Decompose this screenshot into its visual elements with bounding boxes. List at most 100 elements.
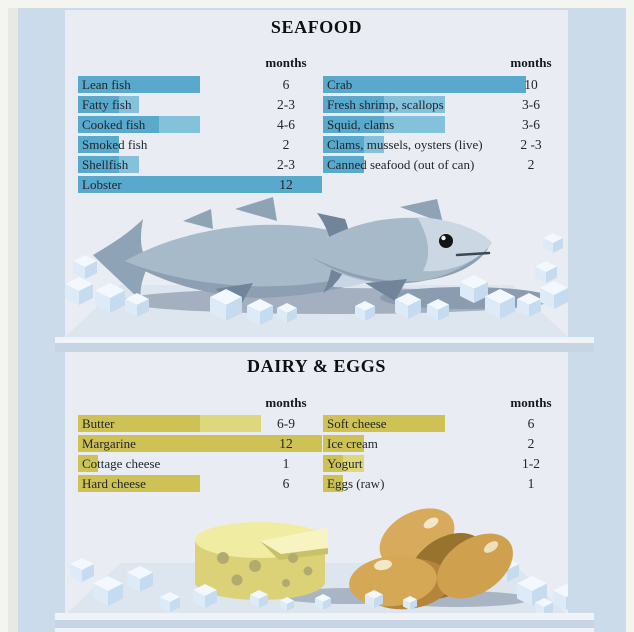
item-label: Squid, clams bbox=[327, 117, 395, 132]
duration-bar bbox=[78, 76, 200, 93]
item-label: Lobster bbox=[82, 177, 122, 192]
frozen-fish-illustration bbox=[65, 197, 568, 325]
ice-cube-icon bbox=[517, 293, 541, 317]
ice-cube-icon bbox=[427, 299, 449, 321]
ice-cube-icon bbox=[95, 283, 125, 313]
table-row: Clams, mussels, oysters (live) 2 -3 bbox=[323, 136, 573, 154]
table-row: Lobster 12 bbox=[78, 176, 328, 194]
ice-cube-icon bbox=[395, 293, 421, 319]
duration-bar bbox=[323, 455, 343, 472]
item-months-value: 2 -3 bbox=[520, 137, 542, 152]
item-months-value: 2 bbox=[527, 436, 535, 451]
ice-cubes-back bbox=[65, 233, 563, 305]
item-months-value: 6 bbox=[527, 416, 535, 431]
ice-cube-icon bbox=[485, 289, 515, 319]
duration-bar bbox=[78, 475, 200, 492]
months-header-seafood-right: months bbox=[510, 55, 552, 70]
ice-cube-icon bbox=[247, 299, 273, 325]
duration-bar bbox=[78, 96, 119, 113]
ice-cube-icon bbox=[543, 233, 563, 253]
item-months-value: 1 bbox=[527, 476, 535, 491]
duration-bar bbox=[323, 76, 526, 93]
table-row: Eggs (raw) 1 bbox=[323, 475, 573, 493]
duration-bar bbox=[78, 176, 322, 193]
item-months-value: 3-6 bbox=[522, 97, 540, 112]
item-months-value: 10 bbox=[524, 77, 538, 92]
ice-cube-icon bbox=[535, 261, 557, 283]
fish-front-icon bbox=[305, 199, 492, 301]
table-row: Ice cream 2 bbox=[323, 435, 573, 453]
item-label: Lean fish bbox=[82, 77, 131, 92]
table-row: Squid, clams 3-6 bbox=[323, 116, 573, 134]
duration-bar bbox=[78, 156, 119, 173]
ice-cube-icon bbox=[540, 281, 568, 309]
item-months-value: 6-9 bbox=[277, 416, 295, 431]
ice-cube-icon bbox=[250, 590, 268, 608]
item-label: Shellfish bbox=[82, 157, 129, 172]
item-months-value: 2-3 bbox=[277, 97, 295, 112]
table-row: Cottage cheese 1 bbox=[78, 455, 328, 473]
ice-cube-icon bbox=[73, 255, 97, 279]
item-label: Fatty fish bbox=[82, 97, 132, 112]
item-months-value: 1 bbox=[282, 456, 290, 471]
ice-cube-icon bbox=[553, 584, 568, 610]
item-label: Eggs (raw) bbox=[327, 476, 385, 491]
item-label: Butter bbox=[82, 416, 115, 431]
ice-cube-icon bbox=[65, 277, 93, 305]
item-months-value: 1-2 bbox=[522, 456, 540, 471]
duration-bar bbox=[78, 116, 159, 133]
item-label: Canned seafood (out of can) bbox=[327, 157, 475, 172]
item-months-value: 12 bbox=[279, 177, 293, 192]
months-header-seafood-left: months bbox=[265, 55, 307, 70]
item-months-value: 2 bbox=[527, 157, 535, 172]
table-row: Hard cheese 6 bbox=[78, 475, 328, 493]
shelf-front-face-bottom bbox=[55, 620, 594, 628]
table-row: Butter 6-9 bbox=[78, 415, 328, 433]
left-edge-strip bbox=[8, 8, 18, 632]
ice-cube-icon bbox=[70, 558, 94, 582]
duration-bar bbox=[323, 156, 364, 173]
ice-cube-icon bbox=[365, 590, 383, 608]
item-label: Cottage cheese bbox=[82, 456, 161, 471]
ice-cube-icon bbox=[93, 576, 123, 606]
ice-cubes-front bbox=[95, 261, 568, 325]
table-row: Canned seafood (out of can) 2 bbox=[323, 156, 573, 174]
item-label: Yogurt bbox=[327, 456, 363, 471]
item-label: Crab bbox=[327, 77, 353, 92]
table-row: Fatty fish 2-3 bbox=[78, 96, 328, 114]
item-label: Ice cream bbox=[327, 436, 378, 451]
ice-cube-icon bbox=[127, 566, 153, 592]
item-label: Soft cheese bbox=[327, 416, 387, 431]
duration-bar bbox=[78, 136, 119, 153]
ice-cube-icon bbox=[355, 301, 375, 321]
table-row: Shellfish 2-3 bbox=[78, 156, 328, 174]
shelf-front-lip-top bbox=[55, 337, 594, 343]
seafood-title: SEAFOOD bbox=[270, 17, 363, 37]
cheese-wheel-icon bbox=[195, 522, 328, 600]
table-row: Lean fish 6 bbox=[78, 76, 328, 94]
ice-cube-icon bbox=[535, 598, 553, 615]
shelf-front-lip-bottom bbox=[55, 613, 594, 620]
duration-bar bbox=[323, 435, 364, 452]
ice-cube-icon bbox=[277, 303, 297, 323]
cheese-and-eggs-illustration bbox=[70, 508, 568, 615]
duration-bar bbox=[78, 455, 98, 472]
months-header-dairy-left: months bbox=[265, 395, 307, 410]
item-months-value: 2-3 bbox=[277, 157, 295, 172]
shelf-front-face-top bbox=[55, 343, 594, 352]
table-row: Soft cheese 6 bbox=[323, 415, 573, 433]
ice-cube-icon bbox=[403, 596, 417, 610]
item-label: Clams, mussels, oysters (live) bbox=[327, 137, 483, 152]
ice-cube-icon bbox=[125, 293, 149, 317]
item-months-value: 3-6 bbox=[522, 117, 540, 132]
duration-bar bbox=[78, 415, 200, 432]
item-months-value: 2 bbox=[282, 137, 290, 152]
ice-cube-icon bbox=[315, 594, 331, 610]
ice-cube-icon bbox=[160, 592, 180, 612]
item-label: Fresh shrimp, scallops bbox=[327, 97, 444, 112]
item-label: Margarine bbox=[82, 436, 136, 451]
table-row: Margarine 12 bbox=[78, 435, 328, 453]
ice-cube-icon bbox=[517, 576, 547, 606]
duration-bar bbox=[78, 435, 322, 452]
item-months-value: 6 bbox=[282, 77, 290, 92]
